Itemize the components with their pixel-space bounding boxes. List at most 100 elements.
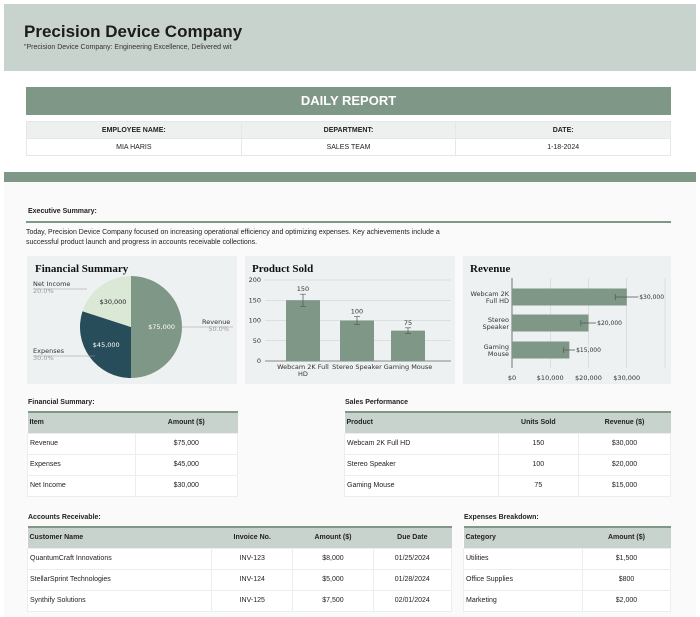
department-label: DEPARTMENT: bbox=[240, 121, 457, 139]
table-cell: Revenue bbox=[27, 432, 136, 455]
y-tick-label: 200 bbox=[249, 276, 261, 284]
x-tick-label: Gaming Mouse bbox=[384, 363, 433, 371]
y-tick-label: 150 bbox=[249, 296, 261, 304]
pie-slice-revenue bbox=[131, 276, 182, 378]
y-tick-label: Gaming bbox=[484, 343, 509, 351]
table-row: QuantumCraft Innovations INV-123 $8,000 01/… bbox=[26, 547, 453, 570]
bar-value-label: 150 bbox=[297, 285, 309, 293]
bar-value-label: 75 bbox=[404, 319, 412, 327]
y-tick-label: 50 bbox=[253, 337, 261, 345]
column-header: Units Sold bbox=[498, 411, 579, 433]
chart-title: Product Sold bbox=[252, 263, 313, 275]
pie-legend-pct: 30.0% bbox=[33, 354, 54, 362]
table-cell: Marketing bbox=[463, 589, 583, 612]
table-row: Expenses $45,000 bbox=[27, 453, 239, 476]
table-cell: $30,000 bbox=[577, 432, 672, 455]
column-header: Category bbox=[463, 526, 583, 548]
bar bbox=[512, 288, 627, 306]
bar-value-label: $30,000 bbox=[639, 294, 664, 301]
bar bbox=[340, 320, 374, 361]
y-tick-label: 0 bbox=[257, 357, 261, 365]
bar bbox=[286, 300, 320, 361]
table-cell: QuantumCraft Innovations bbox=[26, 547, 213, 570]
table-cell: INV-123 bbox=[211, 547, 294, 570]
chart-title: Revenue bbox=[470, 263, 510, 275]
table-cell: INV-125 bbox=[211, 589, 294, 612]
x-tick-label: $20,000 bbox=[575, 374, 602, 382]
column-header: Amount ($) bbox=[135, 411, 238, 433]
financial-summary-label: Financial Summary: bbox=[28, 399, 95, 406]
column-header: Amount ($) bbox=[582, 526, 671, 548]
date-label: DATE: bbox=[455, 121, 671, 139]
error-bar bbox=[580, 320, 597, 326]
report-title: DAILY REPORT bbox=[26, 87, 671, 115]
financial-summary-table: Item Amount ($) Revenue $75,000 Expenses $45,… bbox=[27, 411, 239, 497]
y-tick-label: 100 bbox=[249, 317, 261, 325]
header-banner bbox=[4, 4, 696, 71]
table-cell: Utilities bbox=[463, 547, 583, 570]
table-cell: 01/25/2024 bbox=[372, 547, 453, 570]
x-tick-label: Stereo Speaker bbox=[332, 363, 382, 371]
table-cell: Webcam 2K Full HD bbox=[344, 432, 499, 455]
table-cell: $7,500 bbox=[292, 589, 374, 612]
pie-legend-label: Revenue bbox=[202, 318, 230, 326]
product-sold-chart: Product Sold 0 50 100 150 200 150 100 75 Webcam 2… bbox=[245, 256, 455, 384]
table-row: Webcam 2K Full HD 150 $30,000 bbox=[344, 432, 672, 455]
column-header: Amount ($) bbox=[292, 526, 374, 548]
table-cell: StellarSprint Technologies bbox=[26, 568, 213, 591]
sales-performance-table: Product Units Sold Revenue ($) Webcam 2K Fu… bbox=[344, 411, 672, 497]
table-cell: 01/28/2024 bbox=[372, 568, 453, 591]
table-cell: $5,000 bbox=[292, 568, 374, 591]
table-cell: $75,000 bbox=[134, 432, 239, 455]
table-cell: 02/01/2024 bbox=[372, 589, 453, 612]
table-cell: Office Supplies bbox=[463, 568, 583, 591]
table-cell: $2,000 bbox=[581, 589, 672, 612]
bar bbox=[391, 330, 425, 361]
x-tick-label: Webcam 2K Full bbox=[277, 363, 329, 371]
x-tick-label: $30,000 bbox=[613, 374, 640, 382]
table-cell: 100 bbox=[497, 453, 579, 476]
bar bbox=[512, 341, 570, 359]
table-cell: Expenses bbox=[27, 453, 136, 476]
x-tick-label: HD bbox=[298, 370, 308, 378]
table-cell: 150 bbox=[497, 432, 579, 455]
table-row: Net Income $30,000 bbox=[27, 474, 239, 497]
table-cell: Synthify Solutions bbox=[26, 589, 213, 612]
department-value: SALES TEAM bbox=[240, 138, 457, 156]
financial-summary-chart: Financial Summary $75,000 $45,000 $30,000 Re… bbox=[27, 256, 237, 384]
table-cell: $45,000 bbox=[134, 453, 239, 476]
table-cell: $1,500 bbox=[581, 547, 672, 570]
executive-summary-text: Today, Precision Device Company focused … bbox=[26, 229, 440, 246]
expenses-breakdown-table: Category Amount ($) Utilities $1,500 Office … bbox=[463, 526, 672, 612]
date-value: 1-18-2024 bbox=[455, 138, 671, 156]
column-header: Product bbox=[344, 411, 499, 433]
table-cell: $8,000 bbox=[292, 547, 374, 570]
chart-title: Financial Summary bbox=[35, 263, 129, 275]
y-tick-label: Full HD bbox=[486, 297, 509, 305]
column-header: Revenue ($) bbox=[578, 411, 671, 433]
table-row: Gaming Mouse 75 $15,000 bbox=[344, 474, 672, 497]
company-title: Precision Device Company bbox=[24, 22, 243, 41]
error-bar bbox=[614, 294, 639, 300]
pie-value-label: $45,000 bbox=[93, 341, 120, 349]
pie-legend-pct: 50.0% bbox=[208, 325, 229, 333]
pie-value-label: $75,000 bbox=[148, 323, 175, 331]
bar-value-label: $20,000 bbox=[597, 320, 622, 327]
column-header: Item bbox=[27, 411, 136, 433]
table-cell: $15,000 bbox=[577, 474, 672, 497]
revenue-chart: Revenue $0 $10,000 $20,000 $30,000 $30,000 Web… bbox=[463, 256, 671, 384]
error-bar bbox=[300, 293, 306, 307]
y-tick-label: Mouse bbox=[488, 350, 509, 358]
column-header: Invoice No. bbox=[211, 526, 293, 548]
bar-value-label: 100 bbox=[351, 307, 363, 315]
y-tick-label: Webcam 2K bbox=[470, 290, 509, 298]
table-cell: 75 bbox=[497, 474, 579, 497]
divider-band bbox=[4, 172, 696, 182]
pie-legend-label: Expenses bbox=[33, 347, 65, 355]
table-cell: Gaming Mouse bbox=[344, 474, 499, 497]
divider bbox=[26, 221, 671, 223]
column-header: Customer Name bbox=[27, 526, 212, 548]
employee-value: MIA HARIS bbox=[26, 138, 242, 156]
bar bbox=[512, 314, 589, 332]
accounts-receivable-table: Customer Name Invoice No. Amount ($) Due Da… bbox=[26, 526, 453, 612]
